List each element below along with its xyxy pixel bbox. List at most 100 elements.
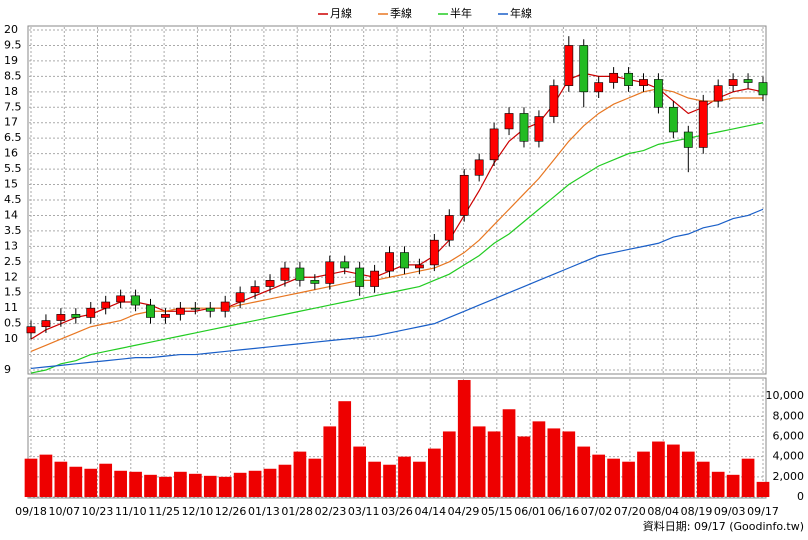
candle-body	[459, 174, 469, 216]
volume-bar	[502, 409, 516, 497]
y2-tick-label: 6,000	[773, 429, 805, 442]
candle-body	[280, 267, 290, 281]
volume-bar	[756, 481, 770, 497]
candle-body	[444, 215, 454, 241]
legend-label: 年線	[510, 6, 532, 20]
volume-bar	[39, 454, 53, 497]
x-tick-label: 12/10	[182, 505, 214, 518]
volume-bar	[652, 441, 665, 497]
volume-bar	[159, 476, 172, 497]
volume-bar	[398, 456, 411, 497]
x-tick-label: 11/10	[115, 505, 147, 518]
y2-tick-label: 0	[797, 490, 804, 503]
volume-bar	[696, 461, 710, 497]
candle-body	[325, 261, 335, 284]
candle-body	[295, 267, 305, 281]
y2-tick-label: 8,000	[773, 409, 805, 422]
volume-bar	[741, 458, 755, 497]
candle-body	[146, 304, 155, 318]
volume-bar	[248, 470, 262, 497]
volume-bar	[622, 461, 635, 497]
volume-bar	[308, 458, 322, 497]
x-tick-label: 10/23	[82, 505, 114, 518]
candle-body	[235, 292, 245, 303]
y-tick-label: 10	[4, 332, 18, 345]
volume-bar	[69, 466, 83, 497]
volume-bar	[218, 476, 232, 497]
candle-body	[683, 131, 693, 148]
volume-bar	[637, 451, 650, 497]
volume-bar	[592, 454, 606, 497]
volume-bar	[427, 448, 441, 497]
volume-bar	[203, 475, 217, 497]
y2-tick-label: 4,000	[773, 450, 805, 463]
x-tick-label: 06/16	[548, 505, 580, 518]
volume-bar	[383, 464, 396, 497]
x-tick-label: 04/14	[414, 505, 446, 518]
candle-body	[668, 106, 678, 133]
candle-body	[758, 82, 768, 96]
y2-tick-label: 2,000	[773, 470, 805, 483]
candle-body	[220, 301, 230, 312]
candle-body	[504, 113, 514, 130]
volume-bar	[188, 473, 202, 497]
x-tick-label: 04/29	[448, 505, 480, 518]
volume-bar	[517, 436, 531, 497]
y-tick-label: 4.5	[4, 193, 22, 206]
candle-body	[101, 301, 111, 309]
volume-bar	[457, 380, 471, 497]
volume-bar	[24, 458, 38, 497]
volume-bar	[413, 461, 426, 497]
candle-body	[205, 307, 215, 312]
volume-bar	[338, 401, 352, 497]
x-tick-label: 11/25	[148, 505, 180, 518]
y-tick-label: 17	[4, 116, 18, 129]
candle-body	[310, 280, 320, 284]
x-tick-label: 02/23	[315, 505, 347, 518]
volume-bar	[442, 431, 456, 497]
candle-body	[609, 72, 619, 83]
candle-body	[654, 79, 663, 108]
y-tick-label: 8.5	[4, 69, 22, 82]
y-tick-label: 13	[4, 239, 18, 252]
candle-body	[26, 326, 36, 334]
x-tick-label: 01/28	[281, 505, 313, 518]
volume-bar	[278, 464, 292, 497]
volume-bar	[293, 451, 307, 497]
candle-body	[519, 113, 529, 142]
volume-bar	[353, 446, 367, 497]
candle-body	[639, 79, 648, 86]
x-tick-label: 10/07	[48, 505, 80, 518]
candle-body	[161, 314, 170, 318]
candle-body	[190, 307, 200, 310]
volume-bar	[129, 471, 142, 497]
candle-body	[594, 82, 604, 93]
candle-body	[41, 320, 51, 328]
x-tick-label: 07/02	[581, 505, 613, 518]
y-tick-label: 19	[4, 54, 18, 67]
volume-bar	[54, 461, 68, 497]
y-tick-label: 0.5	[4, 317, 22, 330]
volume-bar	[607, 458, 620, 497]
volume-bar	[263, 468, 277, 497]
footer: 資料日期: 09/17 (Goodinfo.tw)	[643, 519, 804, 533]
y-tick-label: 18	[4, 85, 18, 98]
y-tick-label: 20	[4, 23, 18, 36]
volume-bar	[667, 444, 680, 497]
x-tick-label: 09/18	[15, 505, 47, 518]
candle-body	[564, 45, 574, 86]
x-tick-label: 06/01	[514, 505, 546, 518]
y-tick-label: 6.5	[4, 131, 22, 144]
y-tick-label: 11	[4, 301, 18, 314]
volume-bar	[547, 428, 561, 497]
volume-bar	[562, 431, 576, 497]
x-tick-label: 03/11	[348, 505, 380, 518]
candle-body	[71, 314, 81, 318]
candle-body	[116, 295, 126, 303]
candle-body	[56, 314, 66, 321]
y-tick-label: 9.5	[4, 38, 22, 51]
volume-bar	[99, 463, 113, 497]
ma-line	[30, 122, 764, 374]
y-tick-label: 5.5	[4, 162, 22, 175]
volume-bar	[84, 468, 98, 497]
